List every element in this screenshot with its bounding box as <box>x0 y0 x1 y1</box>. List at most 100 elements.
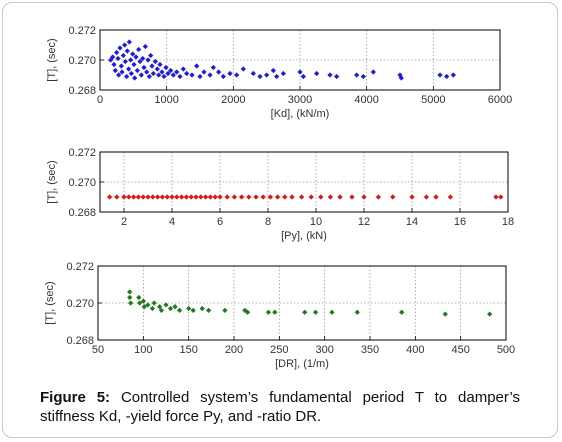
data-point <box>169 194 175 200</box>
data-point <box>207 194 214 200</box>
x-tick-label: 14 <box>406 216 418 228</box>
data-point <box>167 305 174 312</box>
data-point <box>146 73 152 80</box>
data-point <box>437 72 443 78</box>
data-point <box>450 72 456 78</box>
data-point <box>222 307 228 314</box>
data-point <box>444 73 450 80</box>
data-point <box>318 194 324 200</box>
data-point <box>141 304 147 310</box>
data-point <box>202 194 209 200</box>
data-point <box>135 194 142 200</box>
data-point <box>176 307 183 314</box>
data-point <box>145 57 151 63</box>
x-axis-label: [DR], (1/m) <box>275 358 329 370</box>
data-point <box>118 63 124 69</box>
data-point <box>409 194 415 200</box>
data-point <box>161 73 167 80</box>
data-point <box>298 194 305 200</box>
x-tick-label: 150 <box>179 344 197 356</box>
y-tick-label: 0.272 <box>66 261 94 273</box>
data-point <box>399 309 405 315</box>
data-point <box>390 194 396 200</box>
data-point <box>110 54 116 60</box>
data-point <box>112 67 118 74</box>
data-point <box>126 39 132 45</box>
x-tick-label: 16 <box>454 216 466 228</box>
caption-text: Controlled system’s fundamental period T… <box>40 389 520 425</box>
data-point <box>124 48 130 54</box>
x-tick-label: 5000 <box>421 94 445 106</box>
data-point <box>117 45 123 51</box>
plot-frame <box>99 151 509 213</box>
data-point <box>168 67 174 74</box>
data-point <box>120 52 126 59</box>
data-point <box>198 194 204 200</box>
data-point <box>122 58 128 65</box>
plot-dr: 50 100 150 200 250 300 350 400 450 500 0.268 0.270 0… <box>44 261 515 370</box>
data-point <box>199 305 205 312</box>
data-point <box>207 72 213 78</box>
data-point <box>270 67 276 74</box>
data-point <box>128 57 134 63</box>
data-point <box>174 194 180 200</box>
data-point <box>144 69 150 75</box>
data-point <box>151 300 157 306</box>
data-point <box>111 61 117 68</box>
data-point <box>132 75 138 81</box>
data-point <box>150 70 156 77</box>
data-point <box>141 64 147 71</box>
data-point <box>131 61 137 68</box>
y-tick-label: 0.272 <box>68 25 96 37</box>
data-point <box>370 69 376 75</box>
data-point <box>274 194 281 200</box>
y-tick-label: 0.270 <box>68 55 96 67</box>
data-point <box>145 194 151 200</box>
data-point <box>282 194 288 200</box>
x-tick-label: 4 <box>169 216 175 228</box>
data-point <box>121 194 127 200</box>
data-point <box>354 309 360 315</box>
data-point <box>300 73 306 80</box>
x-tick-label: 350 <box>361 344 379 356</box>
x-tick-label: 18 <box>502 216 514 228</box>
data-point <box>337 194 343 200</box>
figure-caption: Figure 5: Controlled system’s fundamenta… <box>40 388 520 426</box>
data-point <box>216 69 222 75</box>
data-point <box>190 307 196 314</box>
data-point <box>142 43 148 50</box>
data-point <box>184 70 190 77</box>
data-point <box>302 309 308 315</box>
x-tick-label: 10 <box>310 216 322 228</box>
data-point <box>260 194 266 200</box>
data-point <box>189 72 195 78</box>
data-point <box>137 300 143 306</box>
data-point <box>244 309 251 315</box>
data-point <box>108 57 114 63</box>
x-tick-label: 500 <box>497 344 515 356</box>
data-point <box>177 73 183 80</box>
data-point <box>188 194 194 200</box>
data-point <box>264 72 270 78</box>
data-point <box>250 70 256 77</box>
data-point <box>148 52 154 59</box>
data-point <box>349 194 355 200</box>
y-tick-label: 0.270 <box>68 177 96 189</box>
data-point <box>116 72 122 78</box>
data-point <box>217 194 223 200</box>
data-point <box>327 194 334 200</box>
data-point <box>227 70 233 77</box>
data-point <box>127 289 133 295</box>
data-point <box>433 194 439 200</box>
x-tick-label: 2 <box>121 216 127 228</box>
data-point <box>212 194 218 200</box>
data-point <box>130 194 137 200</box>
data-point <box>186 305 192 312</box>
data-point <box>154 194 161 200</box>
x-tick-label: 6000 <box>488 94 512 106</box>
data-point <box>327 72 333 78</box>
data-point <box>194 63 200 69</box>
data-point <box>193 194 199 200</box>
x-tick-label: 12 <box>358 216 370 228</box>
data-point <box>493 194 499 200</box>
